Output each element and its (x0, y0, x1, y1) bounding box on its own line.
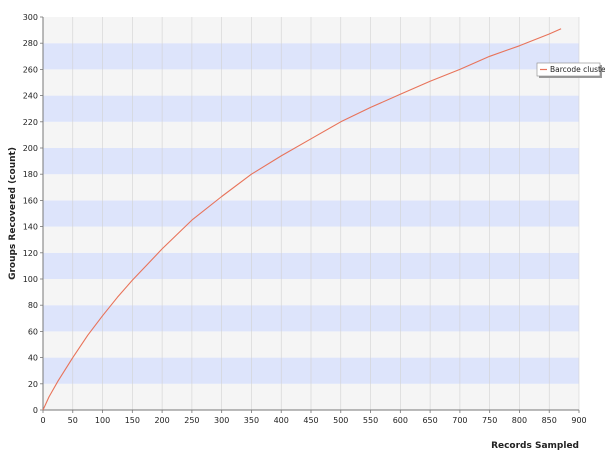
x-tick-label: 0 (40, 416, 45, 425)
x-tick-label: 250 (184, 416, 199, 425)
x-tick-label: 450 (303, 416, 318, 425)
x-tick-label: 150 (125, 416, 140, 425)
x-tick-label: 800 (512, 416, 527, 425)
series-line (42, 28, 562, 411)
x-tick-label: 750 (482, 416, 497, 425)
x-tick-label: 600 (393, 416, 408, 425)
legend-label: Barcode cluster (550, 65, 605, 74)
x-tick-label: 550 (363, 416, 378, 425)
series-lines (42, 28, 562, 411)
y-tick-label: 140 (23, 223, 38, 232)
y-tick-label: 260 (23, 65, 38, 74)
y-tick-label: 160 (23, 196, 38, 205)
x-tick-label: 350 (244, 416, 259, 425)
y-axis-ticks: 0 20 40 60 80 100 120 140 160 180 200 220 240 260 280 3… (23, 13, 43, 415)
x-tick-label: 100 (95, 416, 110, 425)
x-axis-ticks: 0 50 100 150 200 250 300 350 400 450 500 550 600 650 7… (40, 410, 587, 425)
x-tick-label: 50 (68, 416, 78, 425)
y-axis-title: Groups Recovered (count) (8, 147, 18, 280)
legend: Barcode cluster (536, 62, 605, 78)
y-tick-label: 280 (23, 39, 38, 48)
y-tick-label: 180 (23, 170, 38, 179)
y-tick-label: 60 (28, 327, 38, 336)
y-tick-label: 100 (23, 275, 38, 284)
x-tick-label: 500 (333, 416, 348, 425)
x-axis-title: Records Sampled (491, 441, 579, 451)
x-tick-label: 850 (542, 416, 557, 425)
y-tick-label: 200 (23, 144, 38, 153)
x-tick-label: 650 (422, 416, 437, 425)
x-tick-label: 700 (452, 416, 467, 425)
x-tick-label: 400 (274, 416, 289, 425)
y-tick-label: 220 (23, 118, 38, 127)
y-tick-label: 240 (23, 92, 38, 101)
y-tick-label: 40 (28, 354, 38, 363)
x-tick-label: 200 (154, 416, 169, 425)
y-tick-label: 20 (28, 380, 38, 389)
x-tick-label: 300 (214, 416, 229, 425)
y-tick-label: 300 (23, 13, 38, 22)
x-tick-label: 900 (571, 416, 586, 425)
y-tick-label: 80 (28, 301, 38, 310)
legend-box (536, 62, 601, 77)
gridlines (72, 17, 580, 410)
y-tick-label: 120 (23, 249, 38, 258)
y-tick-label: 0 (33, 406, 38, 415)
